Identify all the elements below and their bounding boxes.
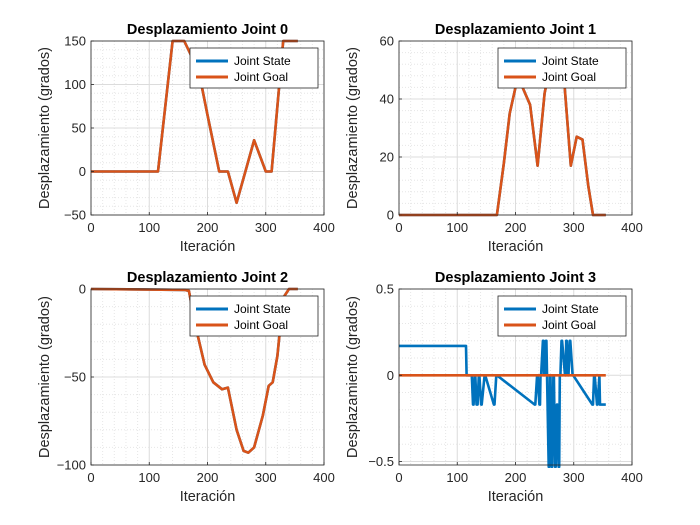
legend-label: Joint Goal (234, 318, 288, 332)
chart-title: Desplazamiento Joint 3 (435, 270, 596, 286)
y-tick-label: 0 (387, 368, 394, 383)
x-tick-label: 200 (505, 470, 527, 485)
legend-label: Joint Goal (542, 318, 596, 332)
legend: Joint State Joint Goal (497, 295, 627, 337)
x-axis-label: Iteración (180, 239, 236, 255)
x-tick-label: 300 (255, 220, 277, 235)
legend-box (497, 47, 627, 89)
y-axis-label: Desplazamiento (grados) (37, 47, 53, 209)
y-axis-label: Desplazamiento (grados) (345, 296, 361, 458)
legend-label: Joint State (234, 302, 291, 316)
series-line-joint-state (399, 339, 606, 468)
x-tick-label: 400 (313, 470, 335, 485)
x-tick-label: 400 (313, 220, 335, 235)
y-tick-label: 40 (380, 92, 394, 107)
y-axis-label: Desplazamiento (grados) (37, 296, 53, 458)
y-tick-label: 0 (79, 282, 86, 297)
x-tick-label: 300 (255, 470, 277, 485)
subplot-1: 0 100 200 300 400 0 20 40 60 Desplazamiento Joint… (345, 22, 643, 255)
y-tick-label: 0 (79, 164, 86, 179)
legend-box (189, 47, 319, 89)
y-tick-label: 0.5 (376, 282, 394, 297)
legend-label: Joint State (234, 54, 291, 68)
x-tick-label: 100 (446, 220, 468, 235)
legend-label: Joint Goal (234, 70, 288, 84)
x-tick-label: 0 (87, 220, 94, 235)
x-tick-label: 0 (395, 220, 402, 235)
y-tick-label: −0.5 (368, 454, 394, 469)
x-tick-label: 400 (621, 470, 643, 485)
x-axis-label: Iteración (488, 489, 544, 505)
x-tick-label: 200 (505, 220, 527, 235)
x-tick-label: 100 (138, 470, 160, 485)
y-tick-label: 0 (387, 208, 394, 223)
x-tick-label: 100 (138, 220, 160, 235)
x-tick-label: 300 (563, 470, 585, 485)
chart-title: Desplazamiento Joint 2 (127, 270, 288, 286)
chart-title: Desplazamiento Joint 0 (127, 22, 288, 38)
y-tick-label: −100 (57, 458, 86, 473)
y-tick-label: −50 (64, 208, 86, 223)
x-tick-label: 200 (197, 470, 219, 485)
subplot-0: 0 100 200 300 400−50050100150Desplazamiento … (37, 22, 335, 255)
x-tick-label: 0 (395, 470, 402, 485)
y-tick-label: −50 (64, 370, 86, 385)
legend-label: Joint Goal (542, 70, 596, 84)
y-tick-label: 50 (72, 121, 86, 136)
x-tick-label: 200 (197, 220, 219, 235)
x-tick-label: 0 (87, 470, 94, 485)
legend-label: Joint State (542, 54, 599, 68)
legend-box (497, 295, 627, 337)
y-tick-label: 60 (380, 34, 394, 49)
y-tick-label: 150 (64, 34, 86, 49)
legend-box (189, 295, 319, 337)
x-axis-label: Iteración (180, 489, 236, 505)
chart-title: Desplazamiento Joint 1 (435, 22, 596, 38)
legend: Joint State Joint Goal (189, 47, 319, 89)
y-tick-label: 100 (64, 77, 86, 92)
legend: Joint State Joint Goal (497, 47, 627, 89)
y-tick-label: 20 (380, 150, 394, 165)
x-tick-label: 400 (621, 220, 643, 235)
subplot-2: 0 100 200 300 400 −100 −50 0 Desplazamiento Join… (37, 270, 335, 505)
x-tick-label: 300 (563, 220, 585, 235)
legend-label: Joint State (542, 302, 599, 316)
x-axis-label: Iteración (488, 239, 544, 255)
y-axis-label: Desplazamiento (grados) (345, 47, 361, 209)
legend: Joint State Joint Goal (189, 295, 319, 337)
x-tick-label: 100 (446, 470, 468, 485)
